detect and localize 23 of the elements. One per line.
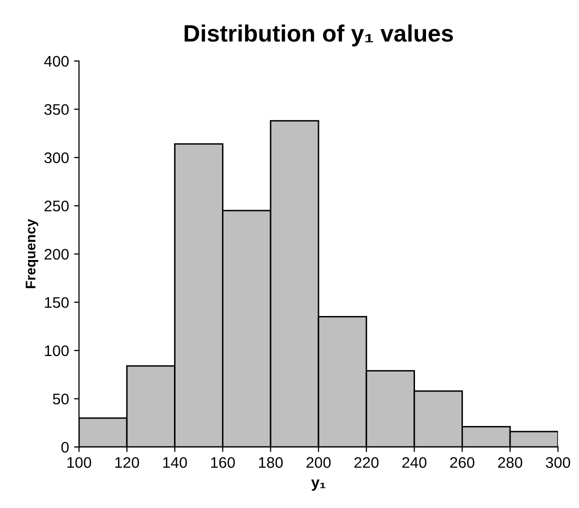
y-tick-label: 50: [52, 394, 69, 404]
x-tick-label: 200: [306, 457, 331, 468]
y-tick-label: 200: [44, 248, 69, 260]
x-tick-label: 240: [402, 457, 426, 468]
y-tick-label: 300: [44, 152, 69, 164]
x-tick-label: 260: [450, 457, 474, 468]
y-tick-label: 350: [44, 104, 69, 115]
y-tick-label: 0: [61, 442, 69, 453]
x-tick-label: 280: [498, 457, 522, 468]
chart-title: Distribution of y₁ values: [184, 24, 453, 46]
x-tick-label: 160: [211, 457, 235, 468]
y-tick-label: 150: [44, 297, 69, 308]
y-tick-label: 400: [44, 56, 69, 67]
x-tick-label: 100: [67, 457, 92, 468]
y-axis-title: Frequency: [26, 218, 38, 288]
x-tick-label: 140: [163, 457, 187, 468]
y-tick-label: 250: [44, 200, 69, 212]
x-tick-label: 120: [115, 457, 140, 468]
x-tick-label: 300: [546, 457, 570, 468]
y-tick-label: 100: [44, 345, 69, 356]
x-axis-title: y₁: [311, 480, 326, 491]
x-tick-label: 220: [354, 457, 379, 468]
x-tick-label: 180: [259, 457, 283, 468]
